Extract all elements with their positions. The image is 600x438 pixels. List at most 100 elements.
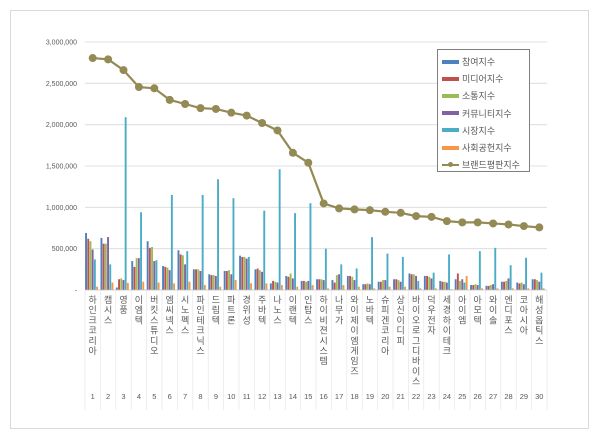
bar: [419, 288, 422, 290]
bar: [131, 261, 134, 290]
bar: [423, 275, 426, 290]
x-rank-label: 25: [458, 392, 466, 401]
line-marker: [227, 108, 236, 117]
x-category-label: 디: [397, 326, 405, 337]
x-category-label: 하: [443, 315, 452, 326]
x-category-label: 템: [320, 355, 328, 367]
x-category-label: 오: [150, 346, 158, 357]
legend-swatch-icon: [442, 93, 459, 98]
x-category-label: 텍: [212, 315, 220, 326]
bar: [489, 285, 492, 290]
bar: [85, 232, 87, 290]
bar: [140, 212, 142, 290]
bar: [93, 259, 96, 290]
line-marker: [165, 95, 174, 104]
x-rank-label: 28: [504, 392, 512, 401]
gridlines: [85, 41, 547, 250]
x-category-label: 슈: [381, 295, 389, 306]
bar: [500, 281, 503, 290]
x-category-label: 코: [89, 327, 97, 337]
x-category-label: 성: [535, 305, 543, 316]
x-category-label: 영: [119, 295, 127, 306]
x-category-label: 덕: [427, 295, 435, 306]
bar: [459, 280, 461, 290]
line-marker: [535, 223, 544, 232]
bar: [531, 279, 534, 290]
bar: [100, 237, 103, 290]
x-category-label: 겐: [381, 315, 389, 326]
bar: [450, 289, 453, 290]
x-category-label: 이: [458, 305, 466, 316]
bar: [199, 270, 202, 290]
x-category-label: 스: [535, 336, 543, 347]
bar: [287, 276, 290, 290]
line-marker: [242, 111, 251, 120]
bar: [472, 285, 475, 290]
bar: [522, 284, 525, 290]
bar: [346, 275, 349, 290]
bar: [355, 268, 358, 290]
bar: [505, 280, 508, 290]
bar: [538, 281, 541, 290]
bar: [474, 284, 477, 290]
bar: [223, 270, 226, 290]
bar: [153, 261, 156, 290]
bar: [210, 275, 213, 290]
x-category-label: 이: [412, 366, 420, 377]
bar: [393, 279, 395, 290]
x-category-label: 세: [443, 295, 451, 306]
bar: [410, 274, 413, 290]
x-category-label: 하: [320, 295, 329, 306]
bar: [536, 280, 538, 290]
bar: [102, 243, 105, 290]
bar: [217, 179, 219, 290]
x-category-label: 디: [150, 336, 158, 347]
x-rank-label: 14: [289, 392, 297, 401]
bar: [492, 284, 494, 290]
bar: [318, 279, 321, 290]
x-category-label: 제: [350, 315, 358, 326]
x-category-label: 스: [181, 326, 189, 337]
x-category-label: 풍: [119, 305, 127, 316]
line-marker: [365, 206, 374, 215]
x-category-label: 텍: [289, 315, 297, 326]
x-category-label: 피: [397, 336, 405, 347]
x-category-label: 경: [443, 304, 451, 316]
bar: [366, 283, 369, 290]
bar: [111, 282, 114, 290]
bar: [225, 270, 228, 290]
x-category-label: 아: [458, 295, 467, 306]
legend-swatch-icon: [442, 111, 459, 116]
legend-label: 사회공헌지수: [462, 144, 512, 155]
bar: [118, 279, 120, 290]
bar: [516, 282, 519, 290]
x-category-label: 오: [412, 315, 420, 326]
bar: [245, 258, 248, 290]
bar: [157, 282, 160, 290]
bar: [107, 237, 109, 290]
legend-label: 시장지수: [462, 126, 496, 137]
x-category-label: 닉: [196, 336, 204, 347]
line-marker: [134, 83, 143, 92]
bar: [307, 280, 310, 290]
x-category-label: 즈: [350, 367, 358, 377]
x-rank-label: 7: [183, 392, 187, 401]
bar: [188, 281, 191, 290]
bar: [408, 273, 411, 290]
bar: [434, 288, 437, 290]
x-category-label: 시: [104, 305, 112, 316]
x-category-label: 하: [89, 295, 98, 306]
bar: [404, 286, 406, 290]
bar: [208, 274, 211, 290]
bar: [399, 281, 402, 290]
x-category-label: 이: [289, 295, 297, 306]
x-category-label: 성: [243, 315, 251, 326]
x-category-label: 크: [89, 316, 97, 326]
bar: [276, 282, 279, 290]
x-rank-label: 22: [412, 392, 420, 401]
x-category-label: 노: [366, 295, 374, 306]
bar: [485, 285, 488, 290]
bar: [170, 194, 173, 290]
x-rank-label: 29: [520, 392, 528, 401]
bar: [368, 284, 371, 290]
